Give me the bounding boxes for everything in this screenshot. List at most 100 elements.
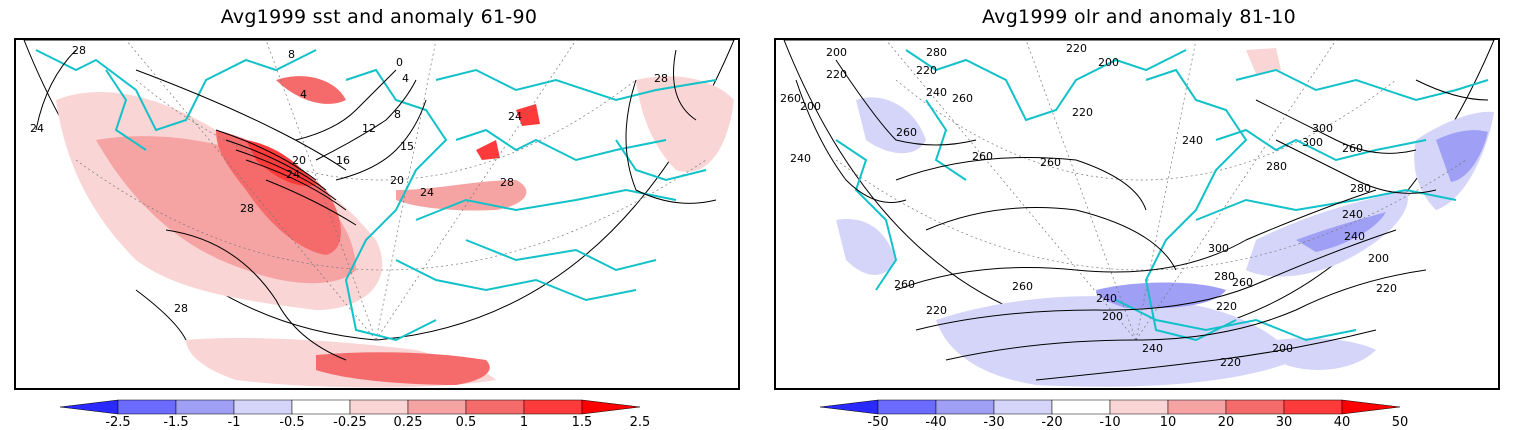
olr-map: 200 220 280 220 220 200 260 200 240 260 … xyxy=(774,38,1500,390)
contour-label: 200 xyxy=(1368,252,1389,265)
colorbar-tick-label: 2.5 xyxy=(629,415,651,430)
contour-label: 240 xyxy=(790,152,811,165)
colorbar-tick-label: 10 xyxy=(1159,415,1177,430)
contour-label: 260 xyxy=(1232,276,1253,289)
sst-contours xyxy=(35,49,717,361)
contour-label: 220 xyxy=(1376,282,1397,295)
contour-label: 260 xyxy=(896,126,917,139)
contour-label: 240 xyxy=(926,86,947,99)
sst-map-svg: 28 24 8 0 4 4 8 12 16 15 20 24 20 24 28 … xyxy=(23,40,735,388)
contour-label: 28 xyxy=(240,202,254,215)
contour-label: 240 xyxy=(1142,342,1163,355)
contour-label: 15 xyxy=(400,140,414,153)
contour-label: 260 xyxy=(780,92,801,105)
olr-contour-labels: 200 220 280 220 220 200 260 200 240 260 … xyxy=(780,42,1397,369)
contour-label: 220 xyxy=(826,68,847,81)
colorbar-cell xyxy=(349,399,409,415)
contour-label: 0 xyxy=(396,56,403,69)
colorbar-tick-label: 1.5 xyxy=(571,415,593,430)
olr-anomaly-shading xyxy=(836,48,1494,387)
sst-map: 28 24 8 0 4 4 8 12 16 15 20 24 20 24 28 … xyxy=(14,38,740,390)
sst-panel-title: Avg1999 sst and anomaly 61-90 xyxy=(220,6,538,28)
colorbar-cell xyxy=(1109,399,1169,415)
colorbar-arrow-right xyxy=(581,399,641,415)
colorbar-cell xyxy=(1167,399,1227,415)
colorbar-cell xyxy=(233,399,293,415)
contour-label: 280 xyxy=(1350,182,1371,195)
colorbar-cell xyxy=(175,399,235,415)
contour-label: 28 xyxy=(654,72,668,85)
sst-contour-labels: 28 24 8 0 4 4 8 12 16 15 20 24 20 24 28 … xyxy=(30,44,668,315)
colorbar-cell xyxy=(117,399,177,415)
colorbar-tick-label: 50 xyxy=(1391,415,1409,430)
contour-label: 200 xyxy=(800,100,821,113)
olr-contours xyxy=(795,59,1489,381)
sst-anomaly-shading xyxy=(56,76,734,388)
contour-label: 4 xyxy=(402,72,409,85)
colorbar-cell xyxy=(523,399,583,415)
olr-map-svg: 200 220 280 220 220 200 260 200 240 260 … xyxy=(780,40,1495,387)
colorbar-cell xyxy=(465,399,525,415)
contour-label: 12 xyxy=(362,122,376,135)
contour-label: 240 xyxy=(1344,230,1365,243)
colorbar-cell xyxy=(877,399,937,415)
contour-label: 200 xyxy=(1098,56,1119,69)
contour-label: 300 xyxy=(1208,242,1229,255)
colorbar-cell xyxy=(935,399,995,415)
colorbar-cell xyxy=(993,399,1053,415)
contour-label: 200 xyxy=(826,46,847,59)
contour-label: 16 xyxy=(336,154,350,167)
colorbar-tick-label: 0.5 xyxy=(455,415,477,430)
contour-label: 260 xyxy=(1342,142,1363,155)
contour-label: 20 xyxy=(390,174,404,187)
contour-label: 260 xyxy=(972,150,993,163)
colorbar-tick-label: -0.25 xyxy=(333,415,367,430)
contour-label: 28 xyxy=(72,44,86,57)
colorbar-arrow-left xyxy=(60,399,119,415)
colorbar-cell xyxy=(1283,399,1343,415)
contour-label: 24 xyxy=(420,186,434,199)
contour-label: 280 xyxy=(1214,270,1235,283)
contour-label: 240 xyxy=(1096,292,1117,305)
contour-label: 8 xyxy=(288,48,295,61)
olr-panel-title: Avg1999 olr and anomaly 81-10 xyxy=(981,6,1297,28)
contour-label: 260 xyxy=(894,278,915,291)
contour-label: 220 xyxy=(1220,356,1241,369)
contour-label: 8 xyxy=(394,108,401,121)
colorbar-tick-label: -10 xyxy=(1099,415,1121,430)
colorbar-tick-label: -20 xyxy=(1041,415,1063,430)
colorbar-cell xyxy=(1051,399,1111,415)
contour-label: 4 xyxy=(300,88,307,101)
colorbar-tick-label: 0.25 xyxy=(393,415,423,430)
colorbar-tick-label: 30 xyxy=(1275,415,1293,430)
contour-label: 20 xyxy=(292,154,306,167)
contour-label: 28 xyxy=(174,302,188,315)
colorbar-cell xyxy=(407,399,467,415)
contour-label: 220 xyxy=(926,304,947,317)
colorbar-tick-label: -1 xyxy=(227,415,241,430)
sst-coastlines xyxy=(35,49,717,342)
contour-label: 200 xyxy=(1102,310,1123,323)
contour-label: 300 xyxy=(1312,122,1333,135)
contour-label: 280 xyxy=(1266,160,1287,173)
contour-label: 24 xyxy=(508,110,522,123)
contour-label: 220 xyxy=(1072,106,1093,119)
colorbar-tick-label: 20 xyxy=(1217,415,1235,430)
colorbar-tick-label: 40 xyxy=(1333,415,1351,430)
contour-label: 260 xyxy=(952,92,973,105)
contour-label: 220 xyxy=(1216,300,1237,313)
contour-label: 24 xyxy=(30,122,44,135)
contour-label: 240 xyxy=(1342,208,1363,221)
colorbar-tick-label: -40 xyxy=(925,415,947,430)
contour-label: 220 xyxy=(916,64,937,77)
colorbar-tick-label: -0.5 xyxy=(279,415,305,430)
colorbar-tick-label: 1 xyxy=(519,415,529,430)
sst-colorbar xyxy=(60,399,641,415)
colorbar-tick-label: -1.5 xyxy=(163,415,189,430)
contour-label: 220 xyxy=(1066,42,1087,55)
colorbar-cell xyxy=(1225,399,1285,415)
colorbar-tick-label: -30 xyxy=(983,415,1005,430)
contour-label: 280 xyxy=(926,46,947,59)
contour-label: 260 xyxy=(1040,156,1061,169)
contour-label: 260 xyxy=(1012,280,1033,293)
